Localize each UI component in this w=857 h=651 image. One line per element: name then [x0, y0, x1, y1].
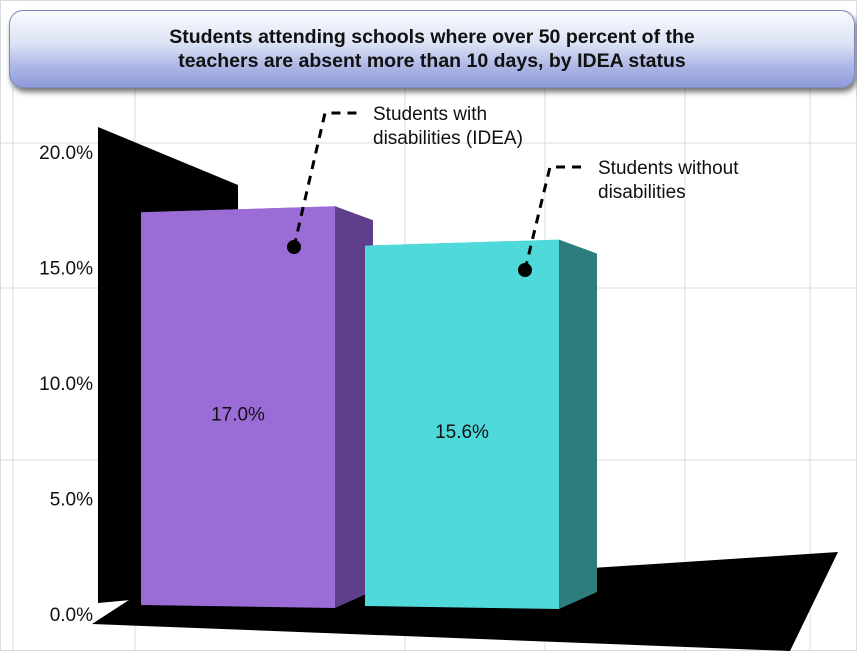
bars: 17.0% 15.6%	[141, 206, 597, 609]
bar-2-front	[365, 239, 559, 609]
bar-1-front	[141, 206, 335, 609]
bar-1-value-label: 17.0%	[211, 405, 265, 426]
y-tick-label: 20.0%	[39, 143, 93, 164]
bar-1-side	[335, 206, 373, 609]
y-axis-ticks: 0.0% 5.0% 10.0% 15.0% 20.0%	[39, 143, 93, 626]
annotation-2-leader-line	[523, 165, 583, 271]
annotations: Students with disabilities (IDEA) Students…	[287, 104, 739, 277]
annotation-2-label: disabilities	[598, 182, 686, 203]
y-tick-label: 10.0%	[39, 374, 93, 395]
annotation-1-dot	[287, 240, 301, 254]
annotation-1-label: Students with	[373, 104, 487, 125]
y-tick-label: 0.0%	[50, 605, 93, 626]
chart-title: Students attending schools where over 50…	[169, 26, 695, 72]
annotation-2-dot	[518, 263, 532, 277]
bar-2-side	[559, 239, 597, 609]
annotation-1-label: disabilities (IDEA)	[373, 128, 523, 149]
y-tick-label: 5.0%	[50, 490, 93, 511]
y-tick-label: 15.0%	[39, 259, 93, 280]
chart-title-bar: Students attending schools where over 50…	[9, 10, 855, 88]
annotation-2-label: Students without	[598, 158, 739, 179]
bar-2-value-label: 15.6%	[435, 422, 489, 443]
